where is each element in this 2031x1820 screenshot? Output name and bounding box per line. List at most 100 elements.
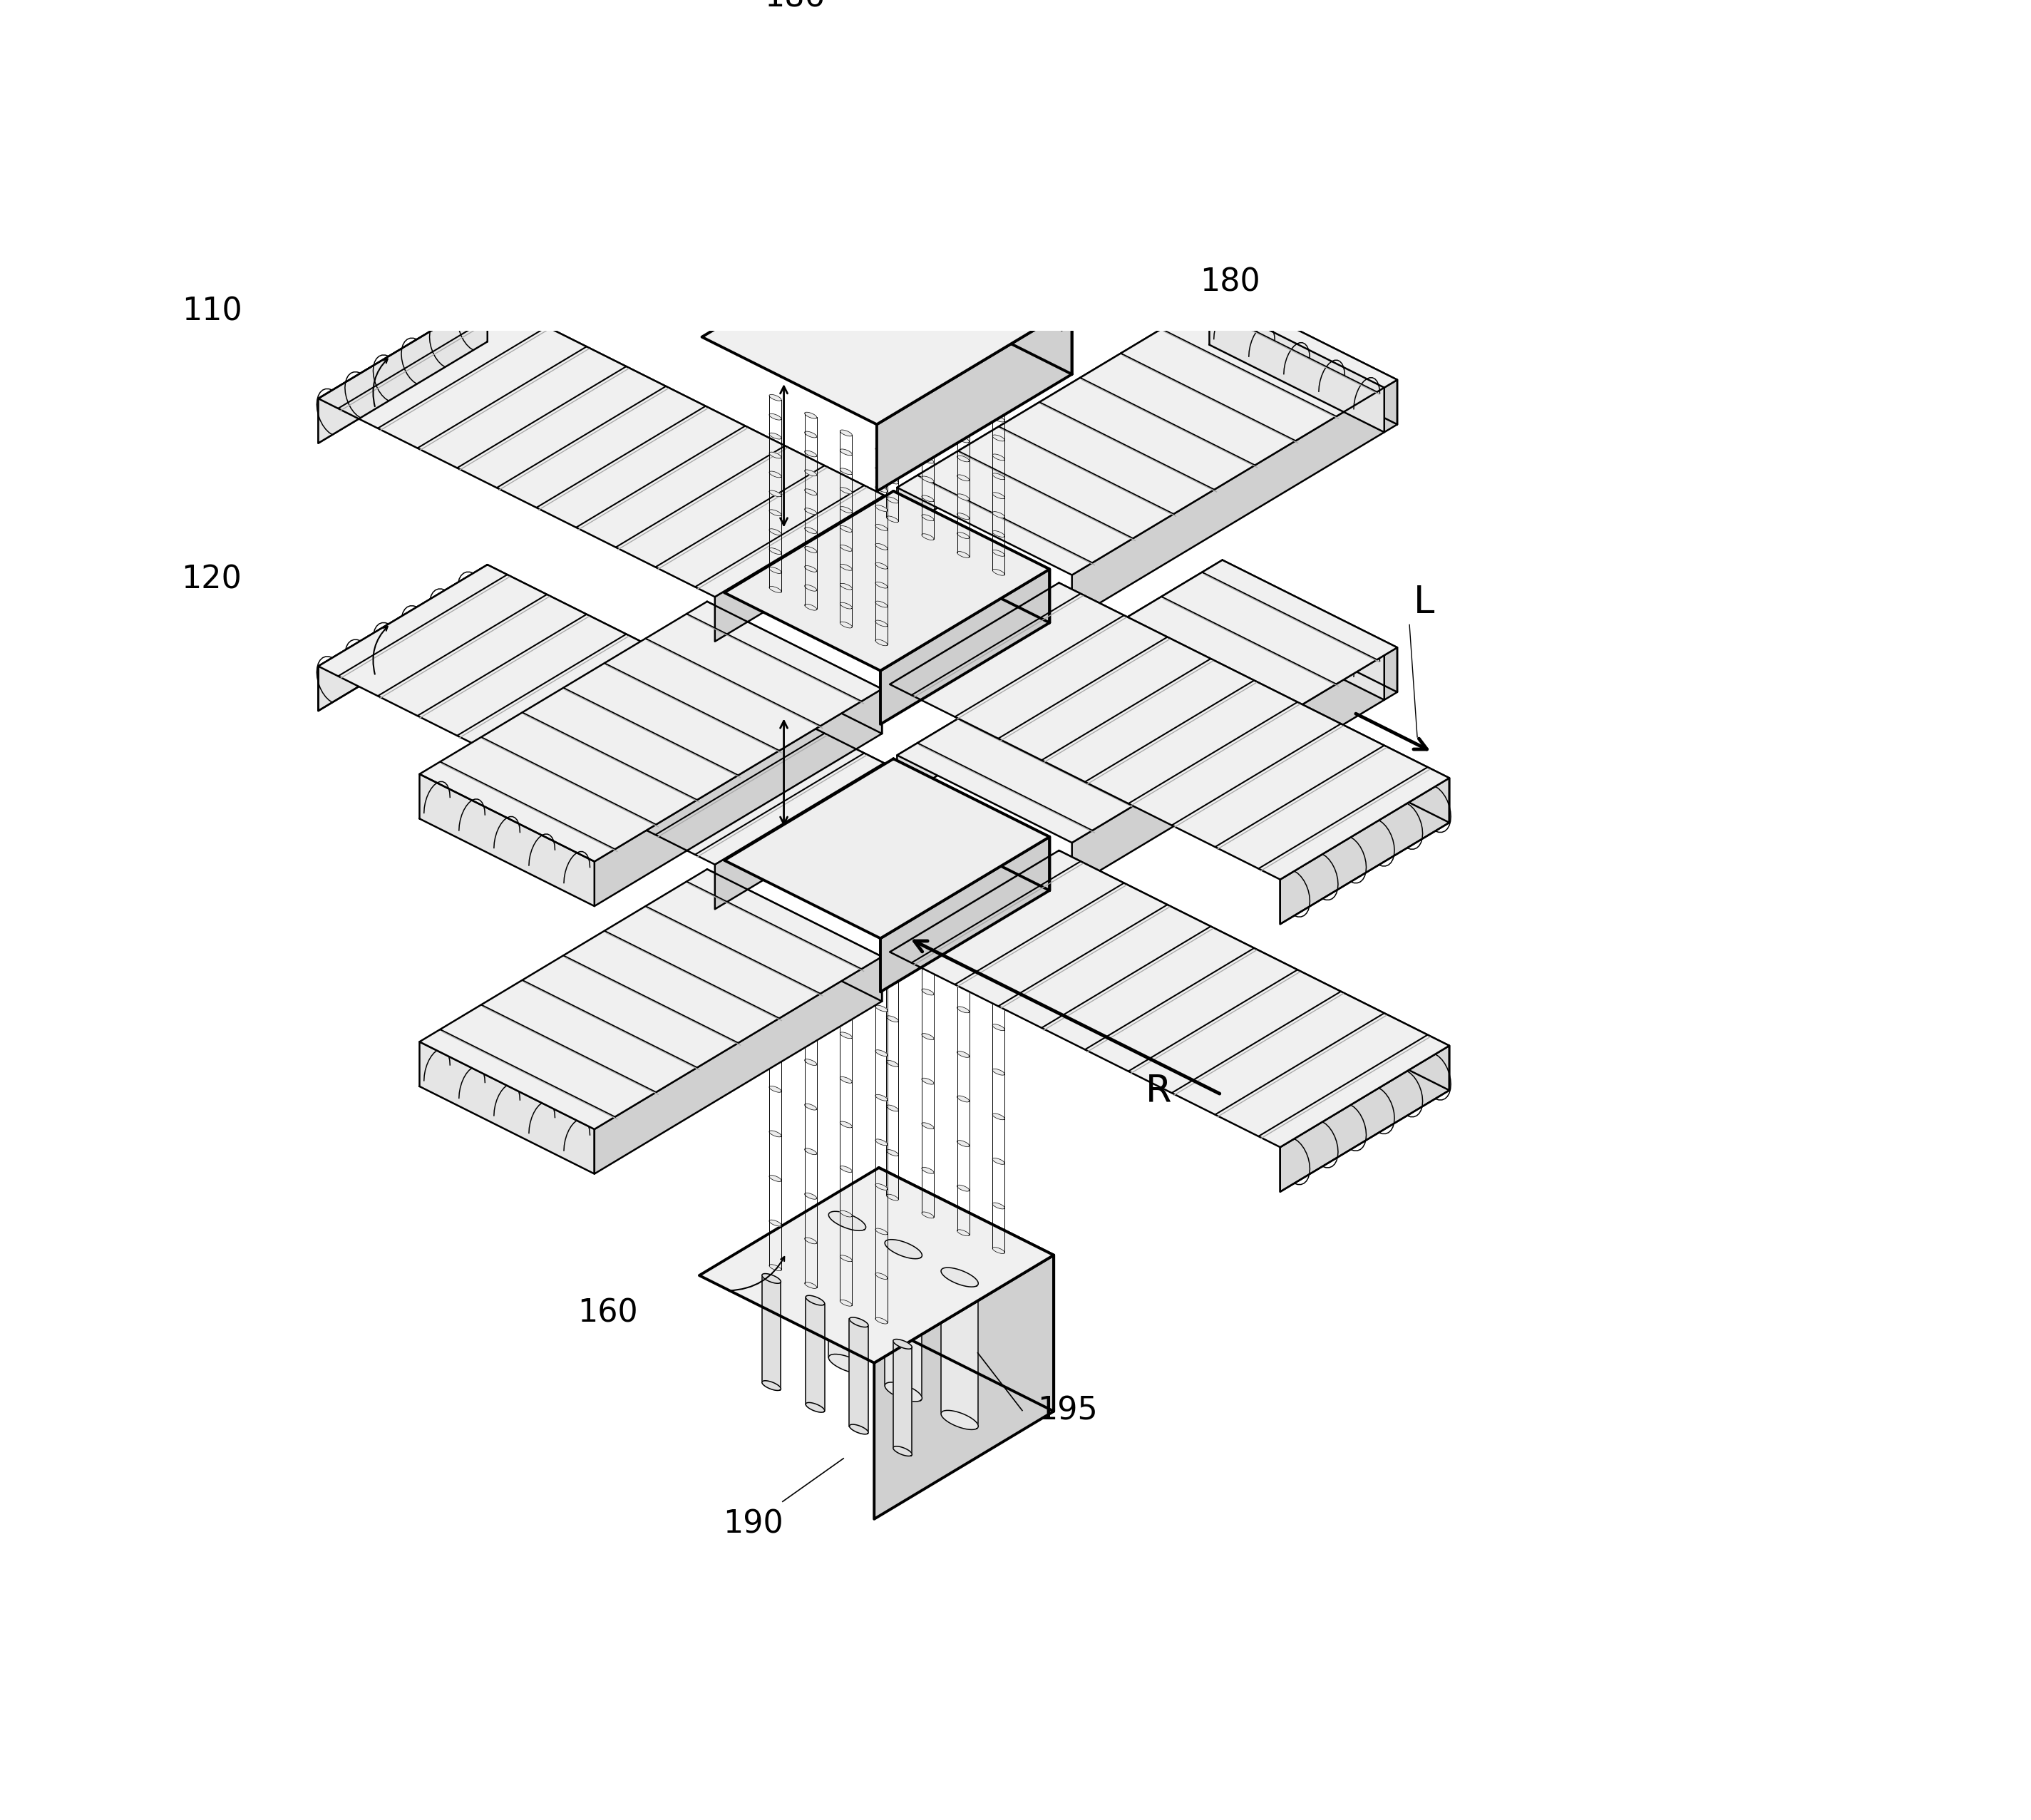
Polygon shape [841,544,853,551]
Polygon shape [922,855,934,861]
Polygon shape [762,1274,780,1283]
Polygon shape [319,564,883,864]
Polygon shape [420,870,881,1128]
Polygon shape [993,1068,1005,1076]
Polygon shape [841,1210,853,1218]
Polygon shape [894,1340,912,1349]
Polygon shape [875,486,888,491]
Polygon shape [841,622,853,628]
Polygon shape [886,1194,898,1201]
Polygon shape [770,530,782,535]
Polygon shape [487,564,883,808]
Polygon shape [806,1296,825,1305]
Polygon shape [875,1139,888,1145]
Polygon shape [1072,648,1397,888]
Polygon shape [957,963,969,968]
Polygon shape [1280,1046,1450,1192]
Polygon shape [957,1230,969,1236]
Polygon shape [957,360,969,366]
Polygon shape [1208,300,1385,431]
Polygon shape [770,1130,782,1138]
Polygon shape [1009,226,1024,320]
Polygon shape [1223,293,1397,424]
Polygon shape [875,1005,888,1012]
Polygon shape [770,1041,782,1048]
Polygon shape [993,570,1005,575]
Polygon shape [1034,186,1050,193]
Polygon shape [875,1318,888,1323]
Polygon shape [841,988,853,994]
Polygon shape [886,1381,922,1401]
Polygon shape [770,1087,782,1092]
Polygon shape [993,1247,1005,1254]
Polygon shape [804,566,816,571]
Polygon shape [951,195,965,202]
Polygon shape [770,586,782,593]
Polygon shape [829,1214,865,1370]
Polygon shape [922,360,934,368]
Polygon shape [957,1141,969,1147]
Polygon shape [922,988,934,996]
Polygon shape [957,437,969,442]
Polygon shape [770,568,782,573]
Polygon shape [886,439,898,446]
Polygon shape [900,229,916,238]
Polygon shape [841,526,853,531]
Polygon shape [420,1041,595,1174]
Polygon shape [849,1320,869,1432]
Polygon shape [877,308,1072,491]
Polygon shape [886,972,898,977]
Polygon shape [922,1123,934,1128]
Polygon shape [1280,777,1450,925]
Polygon shape [770,908,782,914]
Polygon shape [420,602,881,861]
Polygon shape [886,1105,898,1112]
Polygon shape [892,253,904,260]
Polygon shape [703,220,1072,424]
Polygon shape [944,140,961,149]
Polygon shape [898,293,1223,531]
Polygon shape [841,1121,853,1128]
Polygon shape [770,510,782,515]
Polygon shape [922,1034,934,1039]
Polygon shape [770,395,782,400]
Polygon shape [804,411,816,419]
Polygon shape [922,477,934,482]
Polygon shape [1072,380,1397,619]
Polygon shape [1280,777,1450,925]
Polygon shape [804,508,816,515]
Polygon shape [886,1243,922,1398]
Polygon shape [875,466,888,473]
Polygon shape [804,470,816,477]
Polygon shape [886,382,898,388]
Polygon shape [886,420,898,426]
Polygon shape [875,1183,888,1190]
Polygon shape [725,759,1050,939]
Polygon shape [922,400,934,406]
Polygon shape [1058,582,1450,823]
Polygon shape [894,1341,912,1454]
Polygon shape [841,450,853,455]
Polygon shape [804,925,816,932]
Polygon shape [922,1077,934,1085]
Polygon shape [875,506,888,511]
Polygon shape [841,430,853,437]
Polygon shape [841,488,853,493]
Polygon shape [1280,1046,1450,1192]
Polygon shape [957,399,969,404]
Polygon shape [875,524,888,531]
Polygon shape [770,1219,782,1227]
Polygon shape [770,471,782,477]
Polygon shape [841,1167,853,1172]
Polygon shape [886,400,898,408]
Polygon shape [875,1050,888,1056]
Polygon shape [993,1158,1005,1165]
Polygon shape [886,517,898,522]
Polygon shape [770,433,782,439]
Polygon shape [922,457,934,464]
Polygon shape [886,362,898,369]
Polygon shape [804,431,816,437]
Polygon shape [993,531,1005,537]
Polygon shape [944,142,961,258]
Polygon shape [993,493,1005,499]
